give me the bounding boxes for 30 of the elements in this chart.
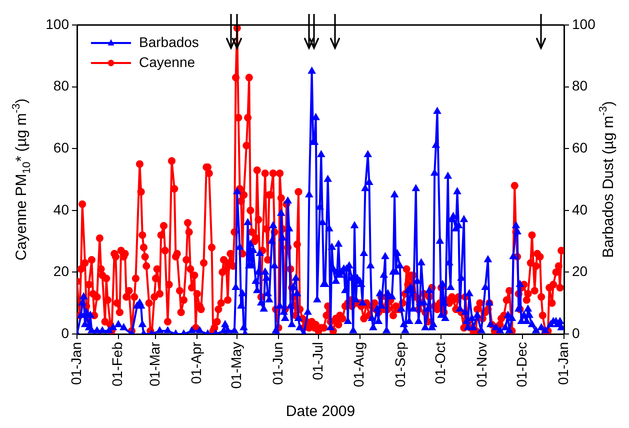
legend-label: Cayenne [139, 54, 196, 70]
x-axis-title: Date 2009 [286, 403, 356, 420]
x-tick-label: 01-Dec [514, 342, 530, 388]
x-tick-label: 01-Jan [68, 342, 84, 385]
y2-axis-title: Barbados Dust (µg m-3) [598, 101, 618, 258]
y2-tick-label: 100 [572, 16, 596, 32]
x-tick-label: 01-Aug [350, 342, 367, 388]
y2-tick-label: 20 [572, 263, 588, 280]
x-tick-label: 01-Oct [432, 342, 448, 384]
y-tick-label: 60 [53, 139, 70, 156]
y-tick-label: 20 [53, 263, 70, 280]
x-tick-label: 01-Jun [269, 342, 286, 385]
x-tick-label: 01-Feb [109, 342, 126, 386]
y2-tick-label: 40 [572, 201, 588, 218]
y2-tick-label: 0 [572, 324, 580, 341]
x-tick-label: 01-May [228, 342, 244, 389]
y2-tick-label: 60 [572, 139, 588, 156]
x-tick-label: 01-Mar [146, 342, 163, 386]
legend-label: Barbados [139, 34, 199, 50]
x-tick-label: 01-Jul [309, 342, 326, 380]
y-tick-label: 80 [53, 78, 70, 94]
y-tick-label: 0 [61, 324, 70, 341]
y2-tick-label: 80 [572, 78, 588, 94]
y-axis-title: Cayenne PM10* (µg m-3) [10, 98, 34, 260]
y-tick-label: 100 [46, 16, 70, 32]
y-tick-label: 40 [53, 201, 70, 218]
x-tick-label: 01-Nov [473, 342, 490, 388]
x-tick-label: 01-Jan [554, 342, 571, 385]
x-tick-label: 01-Sep [392, 342, 408, 388]
x-tick-label: 01-Apr [188, 342, 204, 384]
